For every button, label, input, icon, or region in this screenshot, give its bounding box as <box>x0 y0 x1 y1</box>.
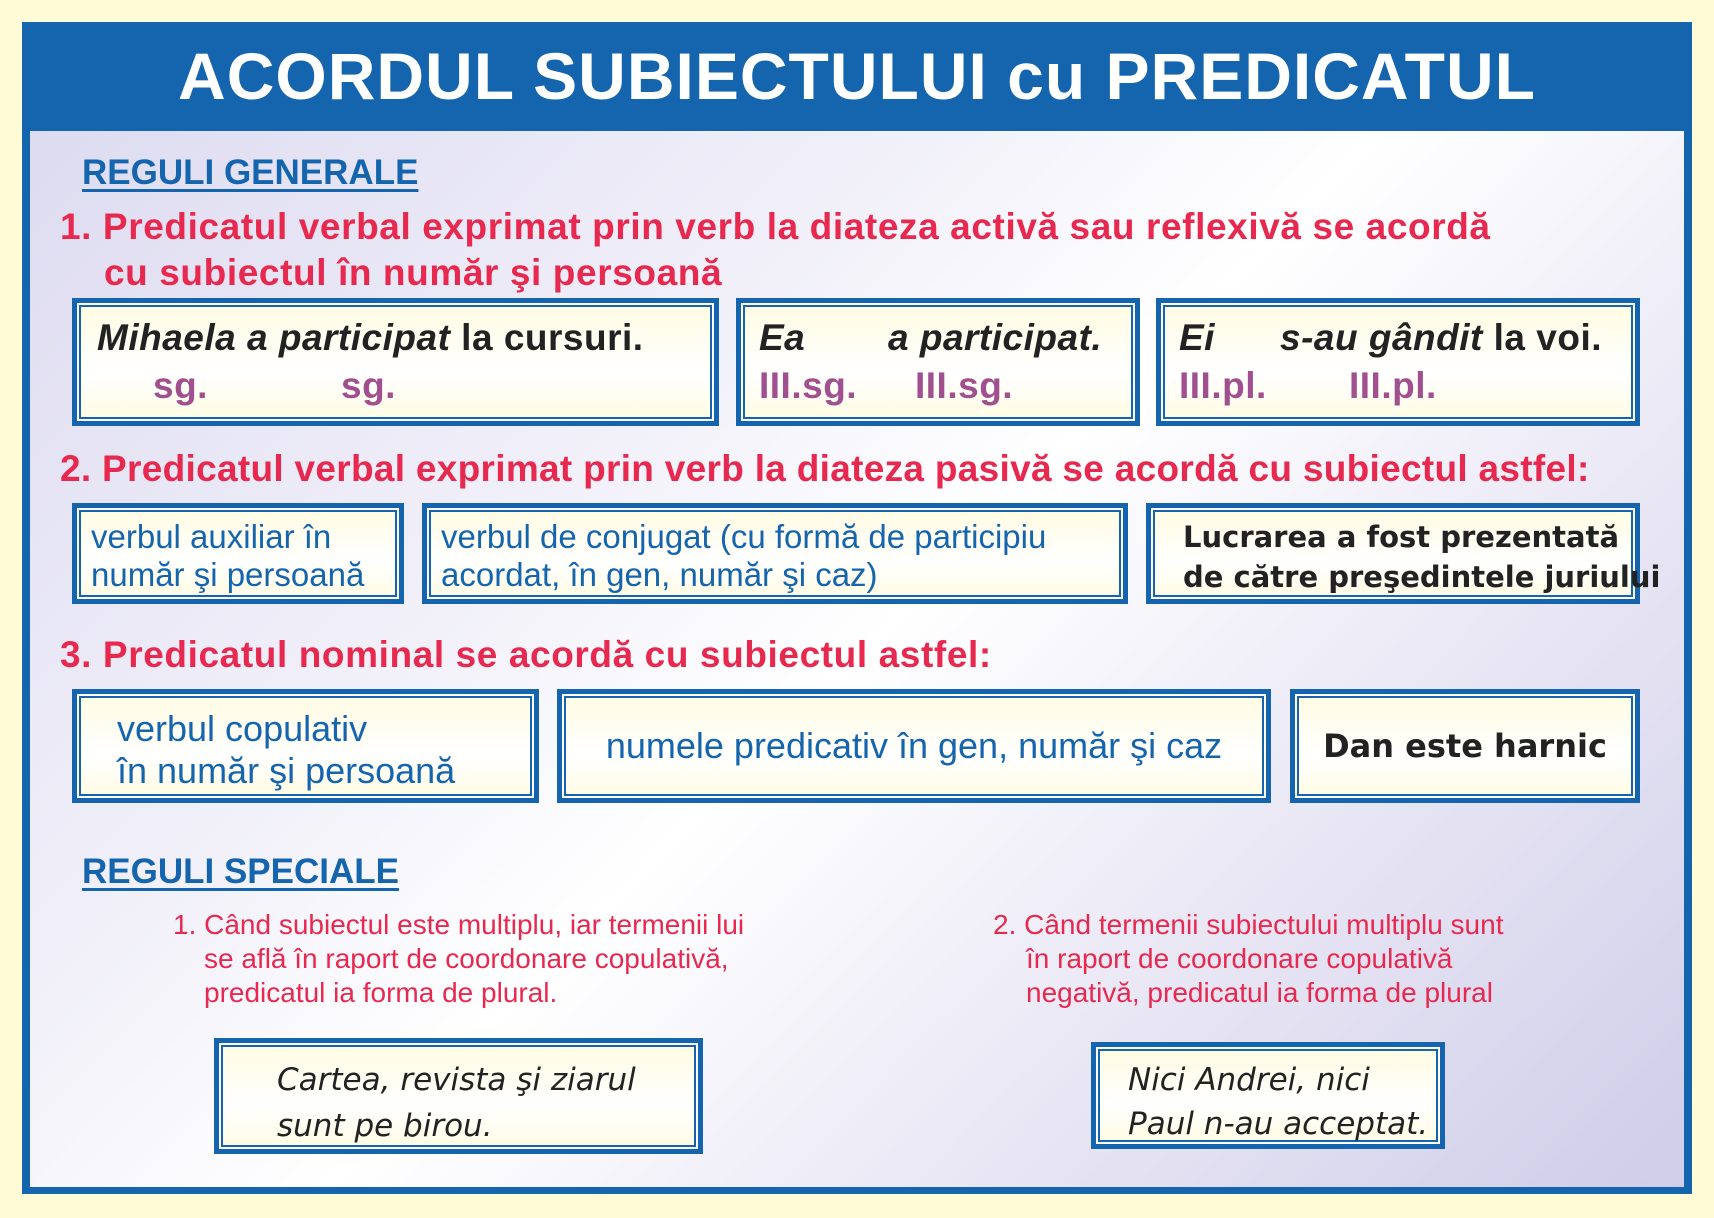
box-line: în număr şi persoană <box>117 750 456 791</box>
example-subject: Ei <box>1179 317 1215 358</box>
example-line: de către preşedintele juriului <box>1183 560 1661 594</box>
auxiliary-verb-box: verbul auxiliar în număr şi persoană <box>72 503 404 604</box>
box-text: numele predicativ în gen, număr şi caz <box>605 725 1223 766</box>
box-line: acordat, în gen, număr şi caz) <box>441 556 878 593</box>
special-rules-heading: REGULI SPECIALE <box>82 852 399 891</box>
box-line: verbul de conjugat (cu formă de particip… <box>441 518 1047 555</box>
example-line: sunt pe birou. <box>277 1108 493 1144</box>
subject-tag: III.sg. <box>759 365 858 406</box>
predicate-tag: III.sg. <box>915 365 1014 406</box>
general-rules-heading: REGULI GENERALE <box>82 153 419 192</box>
predicate-tag: III.pl. <box>1349 365 1437 406</box>
example-line: Nici Andrei, nici <box>1128 1062 1370 1098</box>
subject-tag: sg. <box>153 365 208 406</box>
example-subject: Ea <box>759 317 806 358</box>
title-bar: ACORDUL SUBIECTULUI cu PREDICATUL <box>22 22 1692 129</box>
example-line: Lucrarea a fost prezentată <box>1183 520 1620 554</box>
subject-tag: III.pl. <box>1179 365 1267 406</box>
rule-1-line-2: cu subiectul în număr şi persoană <box>104 252 723 293</box>
example-box-ea: Ea a participat. III.sg. III.sg. <box>736 298 1140 426</box>
box-line: număr şi persoană <box>91 556 365 593</box>
example-predicate: a participat. <box>888 317 1103 358</box>
nominal-example-box: Dan este harnic <box>1290 689 1640 803</box>
example-text: Dan este harnic <box>1323 727 1607 765</box>
special-example-box-1: Cartea, revista şi ziarul sunt pe birou. <box>214 1038 703 1154</box>
box-line: verbul auxiliar în <box>91 518 332 555</box>
page-title: ACORDUL SUBIECTULUI cu PREDICATUL <box>178 38 1536 113</box>
example-line: Cartea, revista şi ziarul <box>277 1062 636 1098</box>
rule-3: 3. Predicatul nominal se acordă cu subie… <box>60 634 992 675</box>
example-sentence: Mihaela a participat la cursuri. <box>97 317 644 358</box>
example-predicate: s-au gândit la voi. <box>1280 317 1602 358</box>
rule-1-line-1: 1. Predicatul verbal exprimat prin verb … <box>60 206 1491 247</box>
example-box-ei: Ei s-au gândit la voi. III.pl. III.pl. <box>1156 298 1640 426</box>
passive-example-box: Lucrarea a fost prezentată de către preş… <box>1146 503 1660 604</box>
rule-2: 2. Predicatul verbal exprimat prin verb … <box>60 448 1590 489</box>
example-box-mihaela: Mihaela a participat la cursuri. sg. sg. <box>72 298 719 426</box>
copulative-verb-box: verbul copulativ în număr şi persoană <box>72 689 539 803</box>
special-example-box-2: Nici Andrei, nici Paul n-au acceptat. <box>1091 1042 1445 1149</box>
predicative-name-box: numele predicativ în gen, număr şi caz <box>557 689 1271 803</box>
example-line: Paul n-au acceptat. <box>1128 1106 1429 1142</box>
special-rule-1: 1. Când subiectul este multiplu, iar ter… <box>173 909 745 1008</box>
predicate-tag: sg. <box>341 365 396 406</box>
conjugated-verb-box: verbul de conjugat (cu formă de particip… <box>422 503 1128 604</box>
special-rule-2: 2. Când termenii subiectului multiplu su… <box>993 909 1504 1008</box>
box-line: verbul copulativ <box>117 708 368 749</box>
